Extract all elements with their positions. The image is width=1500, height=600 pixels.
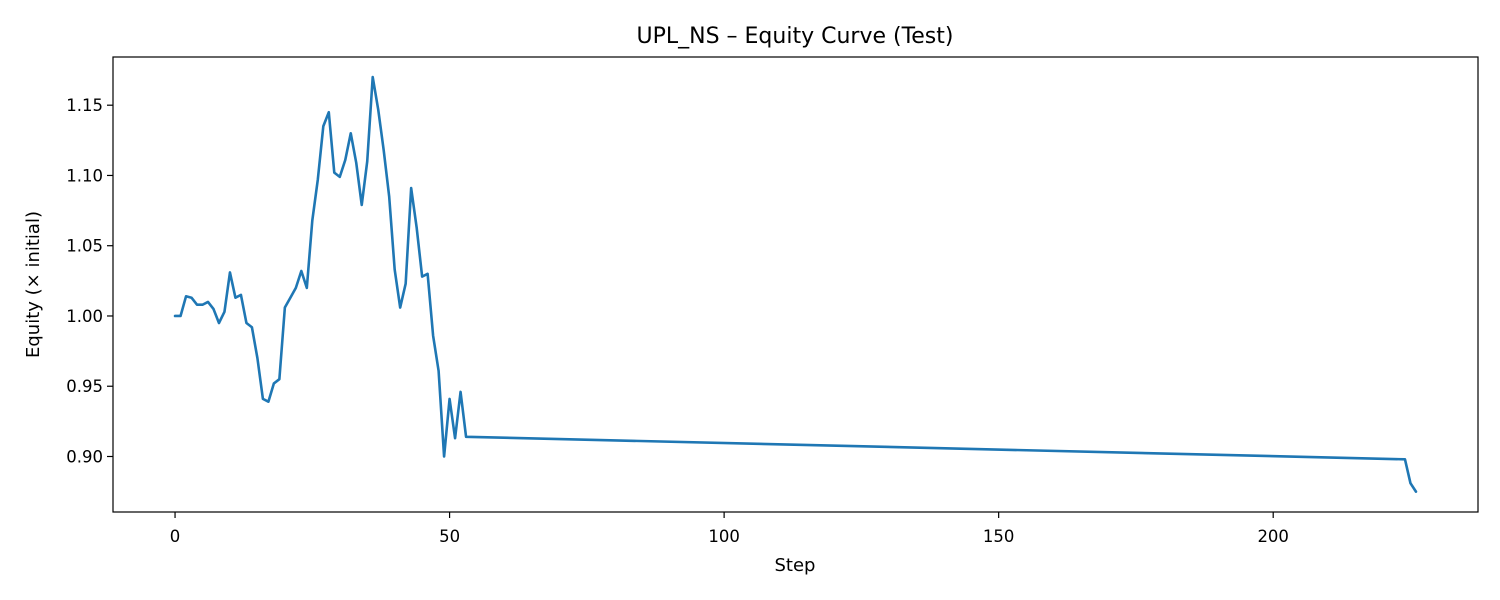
x-tick-label: 50 <box>439 527 460 546</box>
x-axis-label: Step <box>775 555 816 576</box>
x-tick-label: 0 <box>170 527 181 546</box>
y-tick-label: 1.05 <box>66 237 103 256</box>
y-axis-label: Equity (× initial) <box>23 211 44 358</box>
y-tick-label: 1.10 <box>66 166 103 185</box>
y-tick-label: 0.95 <box>66 377 103 396</box>
y-axis: 0.90 0.95 1.00 1.05 1.10 1.15 <box>66 96 113 466</box>
y-tick-label: 1.00 <box>66 307 103 326</box>
x-axis: 0 50 100 150 200 <box>170 512 1289 546</box>
y-tick-label: 0.90 <box>66 447 103 466</box>
y-tick-label: 1.15 <box>66 96 103 115</box>
plot-area <box>112 56 1479 513</box>
plot-frame <box>112 56 1479 513</box>
chart-title: UPL_NS – Equity Curve (Test) <box>637 24 954 49</box>
x-tick-label: 150 <box>983 527 1015 546</box>
equity-series-line <box>173 75 1418 493</box>
x-tick-label: 100 <box>708 527 740 546</box>
x-tick-label: 200 <box>1257 527 1289 546</box>
